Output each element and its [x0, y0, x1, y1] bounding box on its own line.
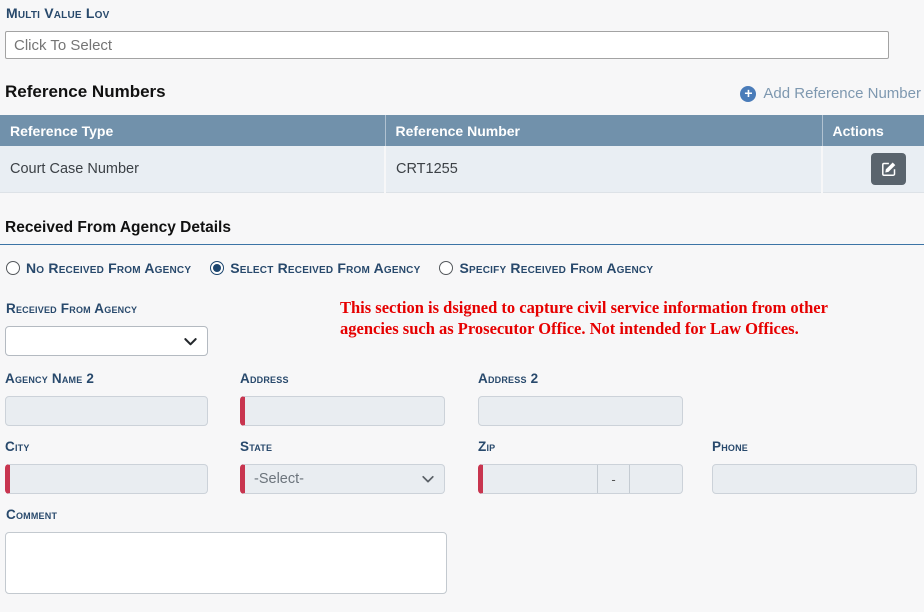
agency-name-2-label: Agency Name 2: [5, 371, 95, 386]
edit-button[interactable]: [871, 152, 906, 185]
cell-reference-number: CRT1255: [384, 146, 822, 193]
phone-input: [712, 464, 917, 494]
add-reference-number-link[interactable]: + Add Reference Number: [740, 85, 921, 102]
zip-plus4-input[interactable]: [630, 465, 682, 493]
chevron-down-icon: [183, 334, 198, 349]
received-from-agency-label: Received From Agency: [6, 301, 138, 316]
radio-icon: [6, 261, 20, 275]
address-2-field: Address 2: [478, 371, 683, 426]
agency-name-2-input: [5, 396, 208, 426]
phone-label: Phone: [712, 439, 749, 454]
table-row: Court Case Number CRT1255: [0, 146, 924, 193]
zip-field: Zip -: [478, 439, 683, 494]
radio-label: Specify Received From Agency: [459, 260, 654, 276]
phone-field: Phone: [712, 439, 917, 494]
section-divider: [0, 244, 924, 245]
received-from-agency-radio-group: No Received From Agency Select Received …: [6, 260, 653, 276]
column-header-reference-type: Reference Type: [0, 115, 385, 146]
radio-no-received-from-agency[interactable]: No Received From Agency: [6, 260, 191, 276]
column-header-reference-number: Reference Number: [384, 115, 822, 146]
address-input[interactable]: [240, 396, 445, 426]
city-input[interactable]: [5, 464, 208, 494]
comment-label: Comment: [6, 507, 58, 522]
comment-textarea[interactable]: [5, 532, 447, 594]
radio-select-received-from-agency[interactable]: Select Received From Agency: [210, 260, 420, 276]
received-from-agency-details-title: Received From Agency Details: [5, 219, 231, 236]
agency-name-2-field: Agency Name 2: [5, 371, 208, 426]
reference-numbers-table: Reference Type Reference Number Actions …: [0, 115, 924, 193]
address-2-label: Address 2: [478, 371, 539, 386]
chevron-down-icon: [421, 472, 435, 486]
radio-icon: [439, 261, 454, 275]
state-select[interactable]: -Select-: [240, 464, 445, 494]
received-from-agency-field: Received From Agency: [5, 301, 209, 356]
reference-numbers-title: Reference Numbers: [5, 82, 166, 101]
multi-value-lov-input[interactable]: [5, 31, 889, 59]
select-value: -Select-: [254, 471, 304, 487]
cell-reference-type: Court Case Number: [0, 146, 385, 193]
multi-value-lov-label: Multi Value Lov: [6, 5, 110, 21]
radio-label: No Received From Agency: [26, 260, 192, 276]
zip-composite: -: [478, 464, 683, 494]
state-field: State -Select-: [240, 439, 445, 494]
address-field: Address: [240, 371, 445, 426]
zip-label: Zip: [478, 439, 496, 454]
table-header-row: Reference Type Reference Number Actions: [0, 115, 924, 146]
city-label: City: [5, 439, 30, 454]
radio-specify-received-from-agency[interactable]: Specify Received From Agency: [439, 260, 653, 276]
address-label: Address: [240, 371, 289, 386]
comment-field: Comment: [5, 507, 448, 599]
add-reference-number-label: Add Reference Number: [763, 85, 921, 102]
section-note-text: This section is dsigned to capture civil…: [340, 298, 828, 338]
cell-actions: [821, 146, 924, 193]
zip-input[interactable]: [483, 465, 597, 493]
zip-separator: -: [597, 465, 630, 493]
city-field: City: [5, 439, 208, 494]
state-label: State: [240, 439, 273, 454]
radio-icon: [210, 261, 225, 275]
edit-icon: [881, 161, 897, 177]
plus-circle-icon: +: [740, 85, 757, 102]
received-from-agency-select[interactable]: [5, 326, 208, 356]
column-header-actions: Actions: [821, 115, 924, 146]
radio-label: Select Received From Agency: [230, 260, 421, 276]
address-2-input: [478, 396, 683, 426]
